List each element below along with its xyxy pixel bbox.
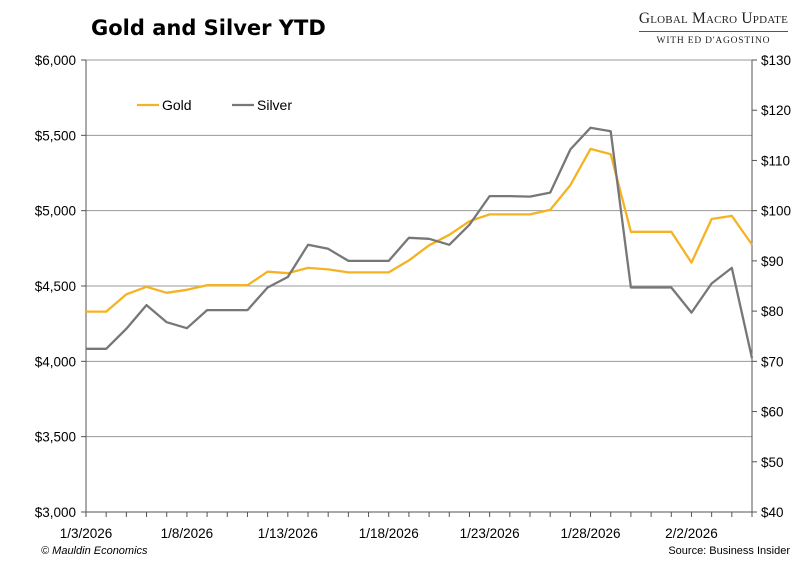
left-tick-label: $5,000 [35,204,76,219]
left-tick-label: $4,500 [35,279,76,294]
right-tick-label: $50 [761,455,784,470]
x-axis-ticks: 1/3/2026 1/8/2026 1/13/2026 1/18/2026 1/23/2… [60,512,753,541]
brand-name: Global Macro Update [638,10,788,32]
left-tick-label: $3,000 [35,505,76,520]
left-axis-ticks: $3,000 $3,500 $4,000 $4,500 $5,000 $5,500 $6,0… [35,53,86,520]
right-tick-label: $100 [761,204,791,219]
x-tick-label: 1/18/2026 [359,526,419,541]
legend-label-silver: Silver [257,97,292,113]
legend-label-gold: Gold [162,97,192,113]
copyright-note: © Mauldin Economics [41,545,148,557]
x-tick-label: 1/28/2026 [561,526,621,541]
right-tick-label: $40 [761,505,784,520]
x-tick-label: 2/2/2026 [665,526,718,541]
right-tick-label: $120 [761,103,791,118]
right-axis-ticks: $40 $50 $60 $70 $80 $90 $100 $110 $120 $130 [752,53,791,520]
left-tick-label: $4,000 [35,354,76,369]
left-tick-label: $3,500 [35,430,76,445]
series-line-gold [86,147,753,313]
series-line-silver [86,126,754,359]
right-tick-label: $110 [761,153,790,168]
legend: Gold Silver [137,97,292,113]
gridlines [86,59,752,513]
right-tick-label: $130 [761,53,791,68]
left-tick-label: $6,000 [35,53,76,68]
brand-subtitle: with Ed D'Agostino [656,36,771,46]
right-tick-label: $70 [761,354,784,369]
x-tick-label: 1/23/2026 [460,526,520,541]
x-tick-label: 1/13/2026 [258,526,318,541]
right-tick-label: $80 [761,304,784,319]
right-tick-label: $90 [761,254,784,269]
right-tick-label: $60 [761,405,784,420]
x-tick-label: 1/3/2026 [60,526,113,541]
chart-title: Gold and Silver YTD [91,16,326,40]
series-lines [86,126,754,359]
source-note: Source: Business Insider [668,545,790,557]
brand-logo: Global Macro Update with Ed D'Agostino [638,10,788,46]
x-tick-label: 1/8/2026 [161,526,214,541]
left-tick-label: $5,500 [35,128,76,143]
